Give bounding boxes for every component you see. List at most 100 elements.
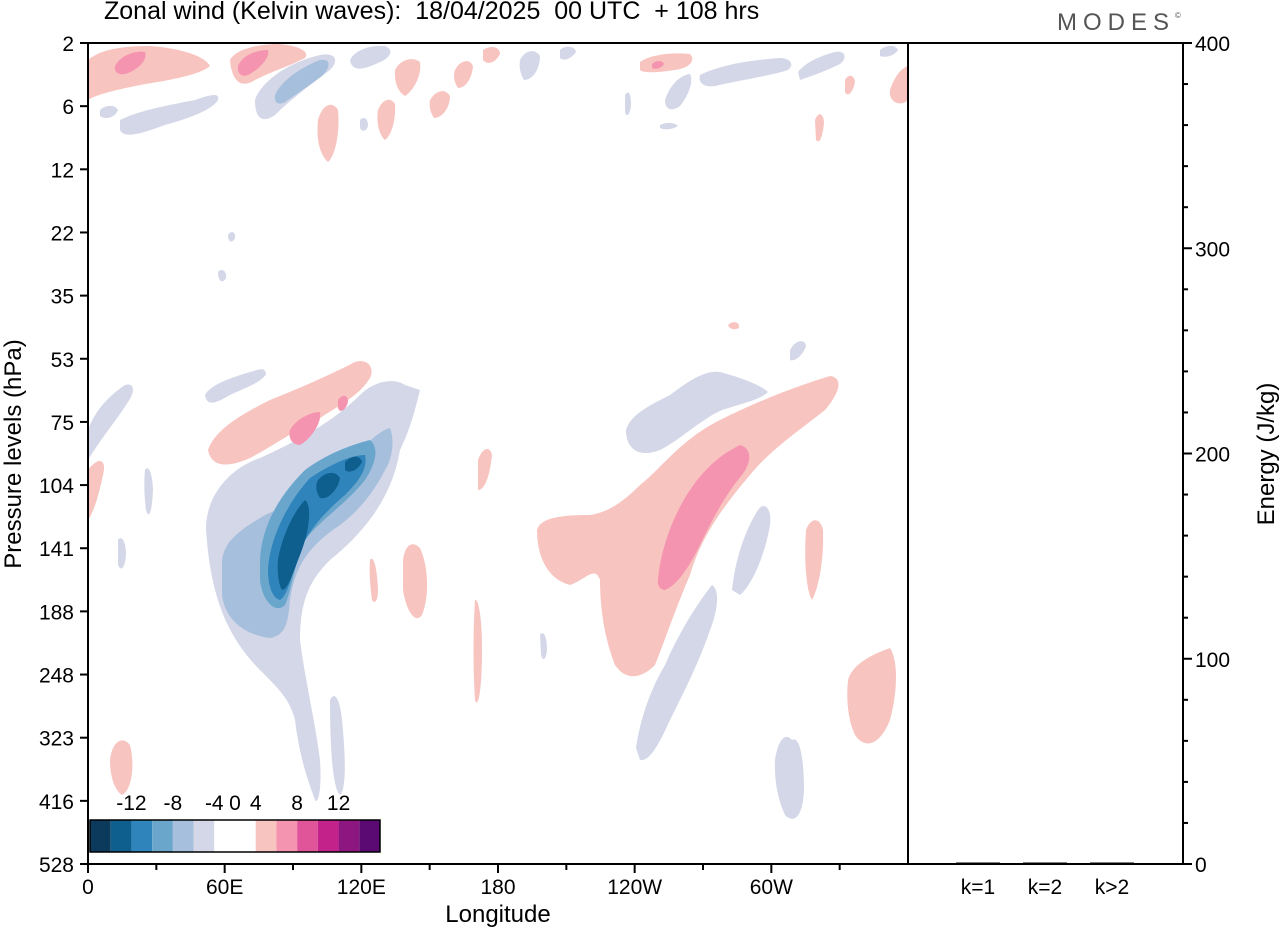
- contour-neg-light: [100, 105, 118, 118]
- contour-pos-light: [454, 61, 473, 88]
- contour-neg-light: [218, 270, 227, 282]
- colorbar-swatch: [359, 820, 380, 852]
- contour-neg-light: [519, 51, 540, 80]
- contour-pos-light: [845, 75, 855, 95]
- x-tick-label: 60E: [206, 876, 243, 899]
- x-axis-ticks: 0 60E 120E 180 120W 60W: [82, 864, 841, 899]
- contour-pos-light: [88, 460, 105, 520]
- contour-neg-light: [118, 538, 126, 569]
- energy-tick-label: 400: [1195, 33, 1230, 56]
- chart-title: Zonal wind (Kelvin waves): 18/04/2025 00…: [104, 0, 760, 25]
- colorbar-swatch: [172, 820, 194, 852]
- y-tick-label: 2: [62, 33, 74, 56]
- energy-bar: [956, 862, 1000, 864]
- colorbar-swatch: [276, 820, 298, 852]
- contour-pos-light: [728, 322, 740, 330]
- contour-pos-light: [478, 448, 492, 490]
- colorbar-swatch: [152, 820, 173, 852]
- contour-pos-light: [429, 91, 450, 118]
- contour-pos-light: [208, 361, 372, 465]
- contour-pos-light: [377, 99, 396, 140]
- contour-pos-2: [237, 50, 269, 76]
- contour-neg-2: [274, 59, 329, 104]
- contour-neg-5: [316, 472, 340, 499]
- y-tick-label: 75: [51, 412, 74, 435]
- energy-axis-label: Energy (J/kg): [1253, 383, 1280, 526]
- y-axis-ticks: 2 6 12 22 35 53 75 104 141 188 248 323 416 528: [39, 33, 88, 877]
- logo-text: MODES: [1057, 9, 1176, 36]
- contour-pos-light: [394, 59, 421, 96]
- contour-pos-light: [403, 544, 428, 619]
- contour-field: [88, 44, 908, 819]
- x-tick-label: 120W: [607, 876, 662, 899]
- y-tick-label: 22: [51, 222, 74, 245]
- y-tick-label: 323: [39, 728, 74, 751]
- contour-neg-light: [699, 58, 792, 87]
- colorbar: -12 -8 -4 0 4 8 12: [89, 792, 381, 853]
- contour-neg-5: [345, 456, 362, 472]
- energy-category-label: k=2: [1028, 876, 1062, 899]
- contour-neg-light: [330, 696, 345, 795]
- contour-pos-2: [657, 445, 750, 590]
- colorbar-swatch: [90, 820, 111, 852]
- colorbar-label: -12: [116, 792, 146, 815]
- energy-tick-label: 100: [1195, 649, 1230, 672]
- y-axis-label: Pressure levels (hPa): [0, 339, 27, 568]
- colorbar-swatch: [214, 820, 235, 852]
- modes-logo: MODES©: [1057, 9, 1181, 37]
- colorbar-label: -4: [205, 792, 224, 815]
- colorbar-label: -8: [164, 792, 183, 815]
- contour-pos-light: [317, 104, 339, 162]
- y-tick-label: 53: [51, 349, 74, 372]
- colorbar-swatch: [317, 820, 339, 852]
- y-tick-label: 104: [39, 475, 74, 498]
- colorbar-swatch: [131, 820, 153, 852]
- colorbar-frame: [89, 819, 381, 853]
- contour-neg-light: [88, 384, 133, 460]
- contour-pos-light: [473, 599, 482, 703]
- contour-neg-light: [732, 505, 771, 595]
- x-tick-label: 120E: [337, 876, 386, 899]
- energy-tick-label: 200: [1195, 444, 1230, 467]
- y-tick-label: 188: [39, 601, 74, 624]
- colorbar-label: 8: [291, 792, 303, 815]
- x-axis-label: Longitude: [445, 901, 550, 928]
- contour-neg-light: [626, 371, 768, 454]
- contour-neg-light: [774, 736, 804, 819]
- colorbar-label: 12: [327, 792, 350, 815]
- contour-pos-light: [815, 114, 824, 142]
- colorbar-swatch: [110, 820, 132, 852]
- x-tick-label: 60W: [750, 876, 793, 899]
- contour-neg-light: [660, 122, 678, 130]
- contour-pos-light: [88, 46, 210, 100]
- contour-neg-light: [790, 341, 806, 361]
- y-tick-label: 12: [51, 159, 74, 182]
- colorbar-swatch: [193, 820, 215, 852]
- colorbar-swatch: [255, 820, 277, 852]
- contour-pos-2: [114, 51, 146, 75]
- contour-pos-2: [289, 412, 321, 445]
- colorbar-swatch: [297, 820, 318, 852]
- y-tick-label: 528: [39, 854, 74, 877]
- contour-pos-light: [110, 740, 133, 795]
- x-tick-label: 180: [480, 876, 515, 899]
- contour-neg-light: [360, 118, 368, 131]
- contour-pos-light: [369, 558, 378, 602]
- y-tick-label: 141: [39, 538, 74, 561]
- contour-neg-light: [636, 585, 718, 761]
- contour-neg-light: [350, 45, 391, 69]
- colorbar-swatch: [338, 820, 360, 852]
- contour-neg-light: [120, 95, 219, 135]
- y-tick-label: 416: [39, 791, 74, 814]
- contour-neg-light: [560, 46, 576, 60]
- energy-bar: [1090, 862, 1134, 864]
- energy-category-label: k>2: [1095, 876, 1129, 899]
- contour-neg-light: [540, 633, 547, 660]
- contour-pos-2: [338, 395, 348, 411]
- energy-bar: [1023, 862, 1067, 864]
- contour-pos-light: [805, 520, 824, 600]
- y-tick-label: 35: [51, 286, 74, 309]
- contour-pos-light: [640, 53, 693, 73]
- contour-neg-light: [228, 232, 236, 242]
